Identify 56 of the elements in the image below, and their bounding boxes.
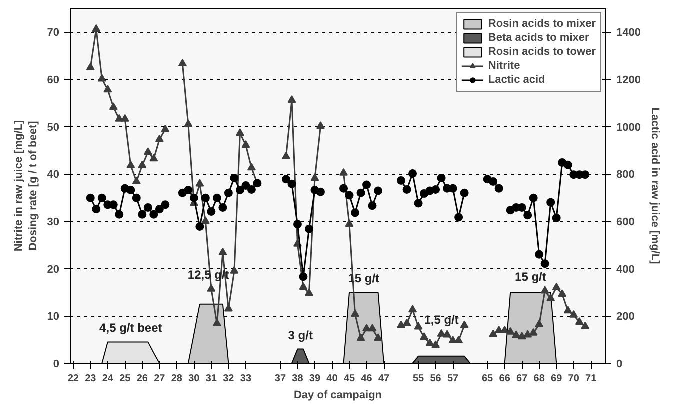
y-tick-label: 70 (47, 27, 60, 40)
x-tick-label: 23 (85, 374, 97, 384)
annotation: 3 g/t (288, 328, 313, 342)
legend-label: Nitrite (488, 59, 520, 73)
x-tick-label: 71 (586, 374, 598, 384)
x-tick-label: 57 (447, 374, 460, 384)
y-axis-title: Nitrite in raw juice [mg/L] Dosing rate [g / t of beet] (12, 120, 40, 252)
y-tick-label: 30 (47, 216, 60, 228)
y-tick-label: 20 (47, 264, 60, 276)
y-tick-label: 10 (47, 311, 60, 324)
annotation: 15 g/t (515, 270, 546, 284)
y2-tick-label: 400 (616, 264, 635, 276)
y-tick-label: 0 (53, 358, 60, 370)
legend-label: Lactic acid (488, 73, 546, 87)
x-tick-label: 26 (136, 374, 148, 384)
y-tick-label: 40 (47, 169, 60, 182)
x-tick-label: 56 (430, 374, 442, 384)
x-tick-label: 55 (412, 374, 425, 384)
x-tick-label: 31 (206, 374, 218, 384)
x-tick-label: 30 (188, 374, 200, 384)
annotation: 1,5 g/t (424, 313, 459, 328)
x-tick-label: 40 (326, 374, 338, 384)
y2-tick-label: 1000 (616, 122, 641, 134)
x-tick-label: 67 (516, 374, 528, 384)
legend-label: Rosin acids to tower (488, 45, 596, 59)
x-tick-label: 39 (309, 374, 321, 384)
y2-tick-label: 800 (616, 169, 635, 182)
x-tick-label: 38 (292, 374, 304, 384)
x-tick-label: 46 (361, 374, 373, 384)
x-tick-label: 47 (378, 374, 390, 384)
x-tick-label: 22 (68, 374, 80, 384)
x-tick-label: 65 (482, 374, 494, 384)
y2-tick-label: 200 (616, 311, 635, 324)
legend-label: Beta acids to mixer (488, 31, 590, 45)
x-tick-label: 27 (154, 374, 166, 384)
annotation: 4,5 g/t beet (100, 321, 162, 336)
y2-axis-title: Lactic acid in raw juice [mg/L] (648, 108, 661, 265)
y2-tick-label: 0 (616, 358, 623, 370)
x-tick-label: 32 (223, 374, 235, 384)
y-tick-label: 60 (47, 74, 60, 86)
x-tick-label: 66 (499, 374, 511, 384)
x-tick-label: 68 (534, 374, 546, 384)
y2-tick-label: 1400 (616, 27, 641, 40)
legend-label: Rosin acids to mixer (488, 17, 596, 31)
x-tick-label: 37 (274, 374, 286, 384)
y2-tick-label: 600 (616, 216, 635, 228)
x-tick-label: 69 (551, 374, 563, 384)
x-axis-title: Day of campaign (294, 390, 382, 402)
y2-tick-label: 1200 (616, 74, 641, 86)
x-tick-label: 24 (102, 374, 114, 384)
y-tick-label: 50 (47, 122, 60, 134)
x-tick-label: 28 (171, 374, 183, 384)
x-tick-label: 45 (344, 374, 356, 384)
x-tick-label: 25 (120, 374, 132, 384)
x-tick-label: 70 (568, 374, 580, 384)
x-tick-label: 33 (240, 374, 252, 384)
